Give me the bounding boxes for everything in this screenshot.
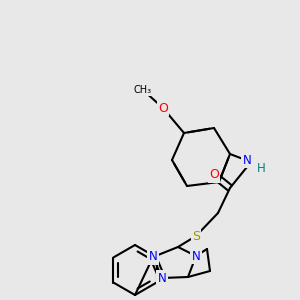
Text: N: N: [243, 154, 251, 166]
Text: N: N: [192, 250, 200, 262]
Text: CH₃: CH₃: [134, 85, 152, 95]
Text: N: N: [148, 250, 158, 263]
Text: N: N: [158, 272, 166, 284]
Text: O: O: [158, 101, 168, 115]
Text: S: S: [192, 230, 200, 242]
Text: H: H: [256, 163, 266, 176]
Text: O: O: [209, 169, 219, 182]
